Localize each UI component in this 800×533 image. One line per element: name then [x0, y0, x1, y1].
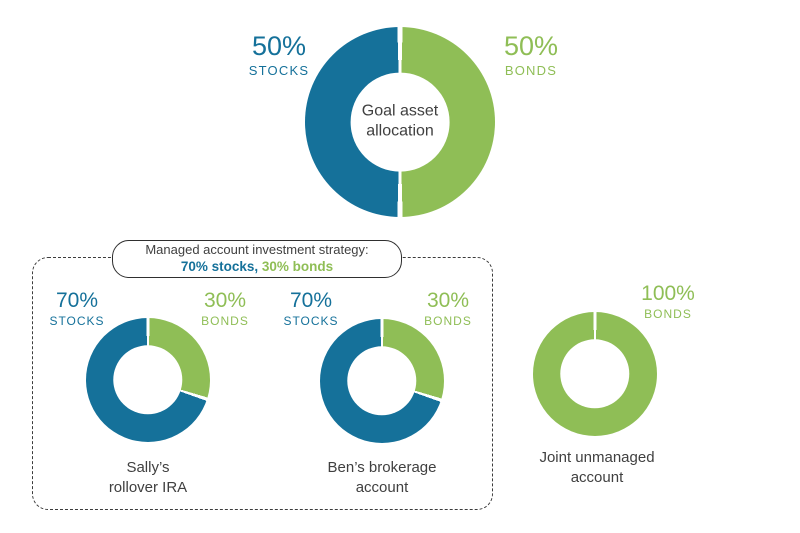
ben-brokerage-donut-chart — [320, 319, 444, 443]
goal-stocks-caption: STOCKS — [248, 63, 310, 78]
joint-bonds-percent: 100% — [641, 282, 695, 305]
ben-stocks-caption: STOCKS — [283, 314, 339, 328]
strategy-bonds-text: 30% bonds — [258, 258, 334, 274]
ben-account-caption: Ben’s brokerage account — [327, 459, 437, 497]
goal-allocation-donut-chart: Goal asset allocation — [305, 27, 495, 217]
sally-stocks-percent: 70% — [55, 289, 99, 312]
sally-bonds-percentage-label: 30% BONDS — [175, 290, 275, 327]
sally-bonds-caption: BONDS — [201, 314, 249, 328]
sally-donut-hole — [113, 345, 183, 415]
joint-donut-hole — [560, 339, 630, 409]
goal-bonds-percentage-label: 50% BONDS — [481, 31, 581, 78]
strategy-callout: Managed account investment strategy: 70%… — [112, 240, 402, 278]
goal-bonds-percent: 50% — [503, 31, 559, 61]
ben-donut-hole — [347, 346, 417, 416]
goal-bonds-caption: BONDS — [504, 63, 558, 78]
strategy-stocks-text: 70% stocks, — [180, 258, 259, 274]
sally-ira-donut-chart — [86, 318, 210, 442]
goal-donut-center-label: Goal asset allocation — [361, 102, 439, 140]
sally-account-caption: Sally’s rollover IRA — [108, 459, 188, 497]
ben-stocks-percent: 70% — [289, 289, 333, 312]
joint-bonds-caption: BONDS — [644, 307, 692, 321]
joint-unmanaged-donut-chart — [533, 312, 657, 436]
strategy-callout-allocation: 70% stocks, 30% bonds — [181, 259, 333, 276]
ben-bonds-caption: BONDS — [424, 314, 472, 328]
ben-stocks-percentage-label: 70% STOCKS — [261, 290, 361, 327]
strategy-callout-title: Managed account investment strategy: — [145, 242, 369, 258]
sally-stocks-caption: STOCKS — [49, 314, 105, 328]
sally-stocks-percentage-label: 70% STOCKS — [27, 290, 127, 327]
ben-bonds-percent: 30% — [426, 289, 470, 312]
goal-stocks-percent: 50% — [251, 31, 307, 61]
ben-bonds-percentage-label: 30% BONDS — [398, 290, 498, 327]
joint-bonds-percentage-label: 100% BONDS — [618, 283, 718, 320]
sally-bonds-percent: 30% — [203, 289, 247, 312]
goal-stocks-percentage-label: 50% STOCKS — [229, 31, 329, 78]
joint-account-caption: Joint unmanaged account — [539, 449, 655, 487]
goal-donut-hole: Goal asset allocation — [350, 72, 450, 172]
